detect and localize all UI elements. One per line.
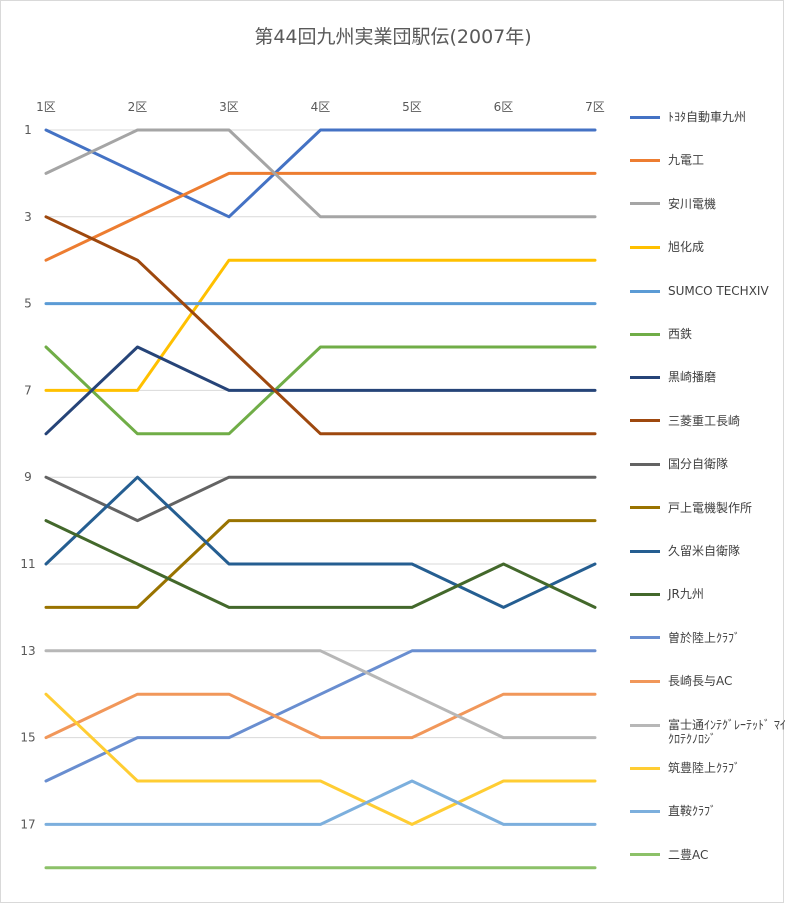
legend-item: 二豊AC — [630, 844, 708, 866]
legend-swatch — [630, 549, 660, 553]
legend-label: 国分自衛隊 — [668, 457, 729, 472]
legend-swatch — [630, 202, 660, 206]
series-line-16 — [44, 692, 597, 826]
series-line-2 — [44, 171, 597, 262]
legend-swatch — [630, 375, 660, 379]
legend-item: 旭化成 — [630, 236, 704, 258]
legend-item: JR九州 — [630, 583, 704, 605]
legend-label: 直鞍ｸﾗﾌﾞ — [668, 804, 717, 819]
y-tick-label: 3 — [24, 210, 32, 224]
legend-label: 二豊AC — [668, 847, 709, 862]
legend-label: 戸上電機製作所 — [668, 500, 753, 515]
y-tick-label: 9 — [24, 470, 32, 484]
legend-item: 曽於陸上ｸﾗﾌﾞ — [630, 627, 740, 649]
legend-label: 旭化成 — [668, 240, 705, 255]
series-line-4 — [44, 258, 597, 392]
legend-label: 九電工 — [668, 153, 705, 168]
y-tick-label: 11 — [20, 557, 35, 571]
legend-item: ﾄﾖﾀ自動車九州 — [630, 106, 746, 128]
legend-item: 安川電機 — [630, 193, 716, 215]
x-category-label: 2区 — [128, 100, 148, 114]
y-tick-label: 17 — [20, 817, 35, 831]
legend-item: 九電工 — [630, 149, 704, 171]
legend-swatch — [630, 853, 660, 857]
series-line-9 — [44, 475, 597, 523]
legend-label: 安川電機 — [668, 196, 717, 211]
legend-label: 西鉄 — [668, 327, 693, 341]
chart-title: 第44回九州実業団駅伝(2007年) — [254, 26, 532, 48]
legend-item: 筑豊陸上ｸﾗﾌﾞ — [630, 757, 740, 779]
series-line-12 — [44, 519, 597, 609]
legend-label: 曽於陸上ｸﾗﾌﾞ — [668, 630, 741, 645]
x-category-label: 3区 — [219, 100, 239, 114]
x-category-label: 5区 — [402, 100, 422, 114]
legend-swatch — [630, 592, 660, 596]
legend-swatch — [630, 115, 660, 119]
legend-label: ﾄﾖﾀ自動車九州 — [668, 110, 747, 124]
legend-item: SUMCO TECHXIV — [630, 284, 786, 298]
series-line-13 — [44, 649, 597, 783]
legend-label: 長崎長与AC — [668, 674, 733, 689]
legend-item: 黒崎播磨 — [630, 366, 716, 388]
x-category-label: 4区 — [311, 100, 331, 114]
series-line-11 — [44, 475, 597, 609]
legend-swatch — [630, 419, 660, 423]
x-category-label: 1区 — [36, 100, 56, 114]
series-line-3 — [44, 128, 597, 219]
legend-swatch — [630, 158, 660, 162]
legend-swatch — [630, 723, 660, 727]
legend-swatch — [630, 506, 660, 510]
legend-item: 戸上電機製作所 — [630, 497, 752, 519]
legend-item: 富士通ｲﾝﾃｸﾞﾚｰﾃｯﾄﾞ ﾏｲｸﾛﾃｸﾉﾛｼﾞ — [630, 718, 786, 746]
legend-swatch — [630, 636, 660, 640]
y-tick-label: 5 — [24, 297, 32, 311]
series-line-1 — [44, 128, 597, 219]
legend-item: 長崎長与AC — [630, 670, 732, 692]
legend-label: 黒崎播磨 — [668, 370, 717, 385]
legend-swatch — [630, 245, 660, 249]
legend-item: 国分自衛隊 — [630, 453, 728, 475]
legend-label: 久留米自衛隊 — [668, 544, 741, 558]
y-tick-label: 1 — [24, 123, 32, 137]
y-tick-label: 7 — [24, 383, 32, 397]
legend-label: JR九州 — [668, 587, 704, 602]
series-line-10 — [44, 519, 597, 609]
legend-swatch — [630, 289, 660, 293]
legend-item: 直鞍ｸﾗﾌﾞ — [630, 800, 716, 822]
series-line-14 — [44, 692, 597, 740]
legend-item: 久留米自衛隊 — [630, 540, 740, 562]
series-line-17 — [44, 779, 597, 826]
legend-swatch — [630, 679, 660, 683]
series-line-6 — [44, 345, 597, 436]
legend-swatch — [630, 332, 660, 336]
x-category-label: 7区 — [585, 100, 605, 114]
legend-label: 三菱重工長崎 — [668, 413, 741, 428]
series-line-15 — [44, 649, 597, 740]
series-line-8 — [44, 215, 597, 436]
legend-label: 富士通ｲﾝﾃｸﾞﾚｰﾃｯﾄﾞ ﾏｲｸﾛﾃｸﾉﾛｼﾞ — [668, 717, 786, 746]
legend-label: 筑豊陸上ｸﾗﾌﾞ — [668, 761, 741, 775]
legend-swatch — [630, 766, 660, 770]
legend-item: 三菱重工長崎 — [630, 410, 740, 432]
series-line-7 — [44, 345, 597, 436]
legend-swatch — [630, 462, 660, 466]
y-tick-label: 13 — [20, 644, 35, 658]
x-category-label: 6区 — [494, 100, 514, 114]
legend-label: SUMCO TECHXIV — [668, 283, 769, 298]
legend-swatch — [630, 809, 660, 813]
legend-item: 西鉄 — [630, 323, 692, 345]
y-tick-label: 15 — [20, 731, 35, 745]
